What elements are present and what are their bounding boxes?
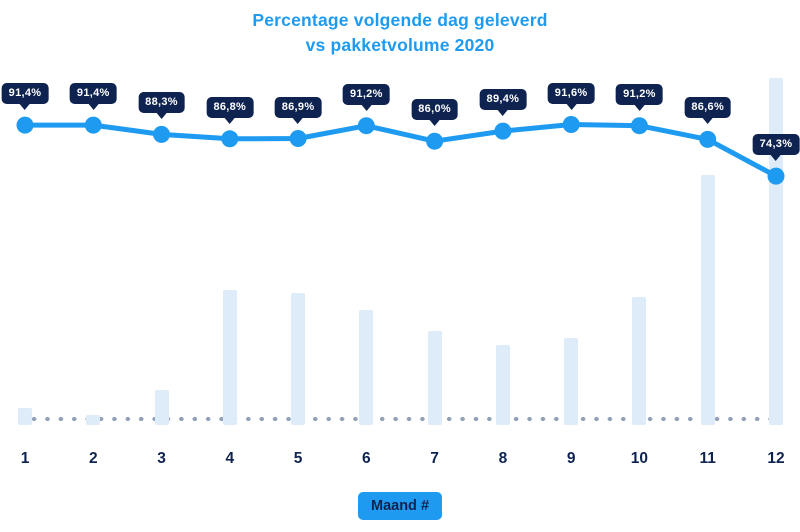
x-axis-month-label: 10 [630,450,649,467]
chart-title-line2: vs pakketvolume 2020 [305,35,495,56]
percentage-label-tooltip: 91,2% [342,83,390,105]
x-axis-month-label: 4 [225,450,235,467]
data-point-marker [494,122,512,140]
data-point-marker [84,116,102,134]
x-axis-month-label: 5 [293,450,303,467]
percentage-label-tooltip: 91,6% [547,82,595,104]
data-point-marker [221,130,239,148]
data-point-marker [153,125,170,143]
x-axis-month-label: 2 [88,450,98,467]
percentage-label-tooltip: 74,3% [752,134,800,156]
x-axis-month-label: 1 [20,450,30,467]
data-point-marker [630,117,648,135]
baseline-dotted-line [14,416,772,422]
volume-bar [154,390,169,425]
percentage-trend-line [22,122,779,179]
x-axis-month-label: 9 [566,450,576,467]
data-point-marker [562,116,580,133]
percentage-label-tooltip: 91,2% [616,83,663,105]
x-axis-month-label: 11 [699,450,716,467]
data-point-marker [357,117,375,135]
data-point-marker [767,167,785,185]
x-axis-month-label: 6 [362,450,371,467]
volume-bar [632,296,647,425]
x-axis-month-label: 12 [767,450,785,467]
chart-title: Percentage volgende dag geleverd vs pakk… [0,8,800,59]
x-axis-month-label: 8 [498,450,508,467]
x-axis-month-label: 7 [430,450,439,467]
data-point-marker [16,116,34,134]
chart-title-line1: Percentage volgende dag geleverd [252,10,548,30]
volume-bar [495,345,510,425]
volume-bar [222,289,237,425]
percentage-label-tooltip: 91,4% [69,83,117,105]
data-point-marker [699,130,717,148]
x-axis-title-badge: Maand # [357,492,443,520]
volume-bar [427,331,442,425]
percentage-label-tooltip: 86,8% [206,96,254,118]
x-axis-month-label: 3 [157,450,166,467]
percentage-label-tooltip: 86,6% [684,97,732,119]
volume-bar [18,407,32,425]
percentage-label-tooltip: 88,3% [138,92,185,114]
volume-bar [564,338,579,425]
data-point-marker [426,132,444,150]
percentage-label-tooltip: 86,0% [411,99,458,121]
volume-bar [768,78,783,425]
data-point-marker [289,130,307,147]
volume-bar [700,175,715,425]
volume-bar [86,414,101,425]
percentage-label-tooltip: 91,4% [1,83,49,105]
volume-bar [359,310,374,425]
percentage-label-tooltip: 86,9% [274,96,322,118]
volume-bar [291,293,306,425]
percentage-label-tooltip: 89,4% [479,89,527,111]
